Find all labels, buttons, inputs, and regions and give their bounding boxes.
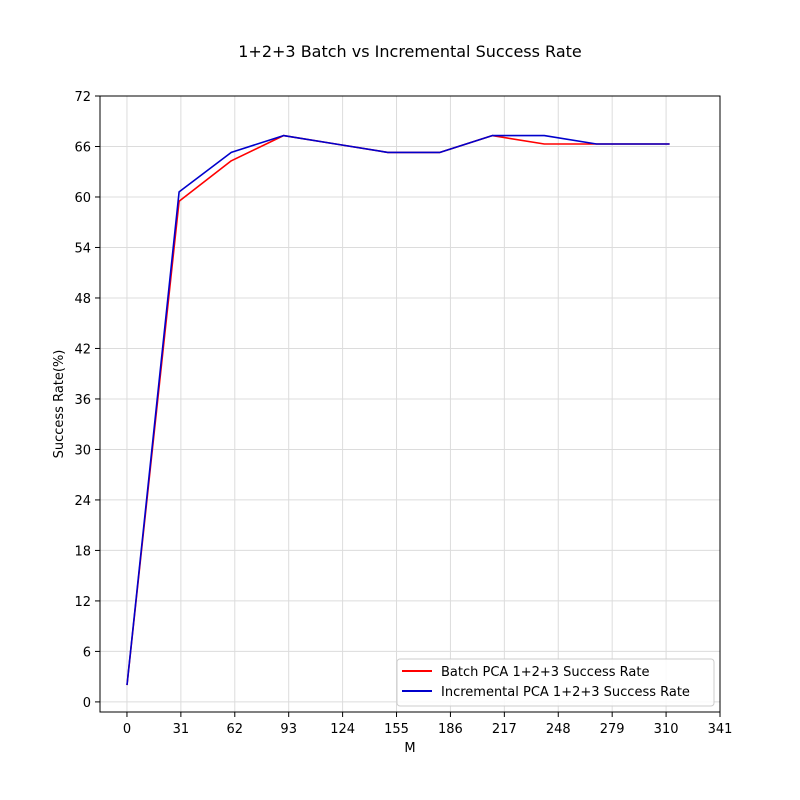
y-tick-label: 30 [74, 443, 91, 458]
x-tick-label: 155 [384, 722, 409, 737]
x-axis: 0 31 62 93 124 155 186 217 248 279 310 341 [123, 712, 733, 737]
x-tick-label: 31 [173, 722, 190, 737]
grid [100, 95, 721, 712]
x-axis-label: M [404, 741, 415, 756]
y-tick-label: 12 [74, 595, 91, 610]
y-tick-label: 54 [74, 241, 91, 256]
x-tick-label: 341 [708, 722, 733, 737]
plot-frame [99, 95, 721, 713]
x-tick-label: 62 [227, 722, 244, 737]
x-tick-label: 0 [123, 722, 131, 737]
series-line-2 [126, 134, 670, 686]
series-group [126, 134, 670, 686]
x-tick-label: 186 [438, 722, 463, 737]
y-tick-label: 60 [74, 191, 91, 206]
x-tick-label: 124 [330, 722, 355, 737]
y-tick-label: 0 [83, 696, 91, 711]
x-tick-label: 248 [546, 722, 571, 737]
y-tick-label: 36 [74, 393, 91, 408]
x-tick-label: 93 [280, 722, 297, 737]
y-tick-label: 48 [74, 292, 91, 307]
y-tick-label: 42 [74, 342, 91, 357]
y-tick-label: 6 [83, 645, 91, 660]
x-tick-label: 217 [492, 722, 517, 737]
y-tick-label: 72 [74, 90, 91, 105]
x-tick-label: 310 [654, 722, 679, 737]
legend: Batch PCA 1+2+3 Success Rate Incremental … [396, 658, 715, 707]
series-line-1 [126, 134, 670, 686]
x-tick-label: 279 [600, 722, 625, 737]
legend-box [396, 658, 715, 707]
y-axis: 0 6 12 18 24 30 36 42 48 54 60 66 72 [74, 90, 100, 711]
legend-label: Incremental PCA 1+2+3 Success Rate [441, 685, 690, 700]
y-tick-label: 24 [74, 494, 91, 509]
y-axis-label: Success Rate(%) [52, 350, 67, 459]
legend-label: Batch PCA 1+2+3 Success Rate [441, 665, 649, 680]
chart-title: 1+2+3 Batch vs Incremental Success Rate [238, 42, 582, 61]
y-tick-label: 18 [74, 544, 91, 559]
y-tick-label: 66 [74, 140, 91, 155]
